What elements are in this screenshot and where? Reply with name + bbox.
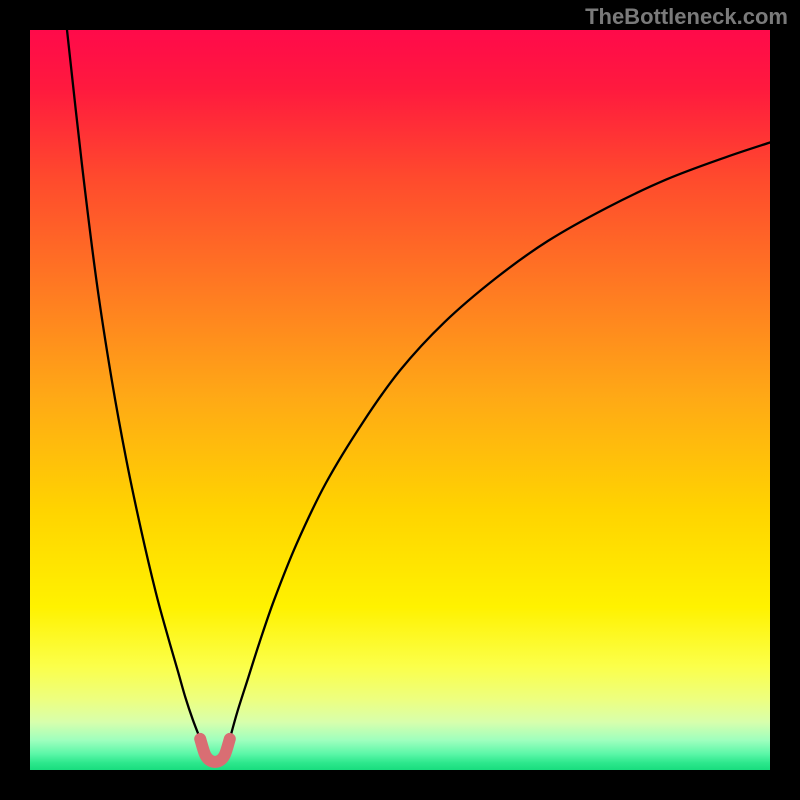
watermark-text: TheBottleneck.com bbox=[585, 4, 788, 30]
chart-plot-area bbox=[30, 30, 770, 770]
gradient-background bbox=[30, 30, 770, 770]
bottleneck-curve-chart bbox=[30, 30, 770, 770]
chart-container: TheBottleneck.com bbox=[0, 0, 800, 800]
